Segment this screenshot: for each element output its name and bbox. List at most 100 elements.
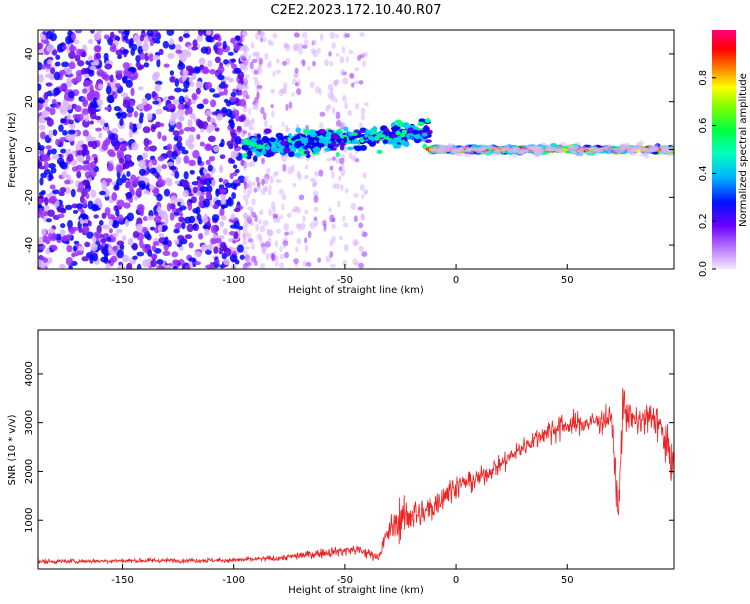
spectrogram-cell	[436, 148, 443, 153]
spectrogram-cell	[192, 66, 201, 74]
spectrogram-cell	[188, 215, 196, 224]
spectrogram-cell	[400, 132, 406, 138]
spectrogram-cell	[274, 240, 279, 248]
spectrogram-cell	[38, 198, 43, 205]
spectrogram-cell	[169, 117, 176, 126]
spectrogram-cell	[151, 244, 157, 252]
spectrogram-cell	[49, 184, 56, 190]
spectrogram-cell	[638, 140, 645, 145]
spectrogram-cell	[264, 53, 269, 61]
spectrogram-cell	[314, 219, 319, 228]
spectrogram-cell	[133, 195, 138, 201]
spectrogram-cell	[189, 169, 195, 175]
spectrogram-cell	[282, 60, 287, 66]
spectrogram-cell	[430, 149, 437, 154]
spectrogram-cell	[46, 44, 54, 53]
spectrogram-cell	[82, 129, 89, 137]
spectrogram-cell	[138, 159, 146, 169]
spectrogram-cell	[318, 122, 324, 129]
spectrogram-cell	[144, 103, 153, 111]
spectrogram-cell	[153, 188, 160, 194]
spectrogram-cell	[119, 143, 127, 152]
spectrogram-cell	[126, 171, 131, 177]
spectrogram-cell	[339, 145, 345, 151]
spectrogram-cell	[44, 73, 53, 79]
spectrogram-cell	[248, 144, 253, 149]
spectrogram-cell	[296, 142, 303, 147]
spectrogram-cell	[353, 215, 358, 223]
spectrogram-cell	[338, 157, 345, 165]
spectrogram-cell	[283, 147, 291, 154]
spectrogram-cell	[329, 214, 335, 223]
spectrogram-cell	[169, 212, 175, 221]
spectrogram-cell	[106, 94, 115, 104]
spectrogram-cell	[265, 144, 271, 151]
spectrogram-cell	[154, 80, 163, 86]
spectrogram-cell	[335, 52, 340, 57]
spectrogram-cell	[339, 56, 345, 64]
spectrogram-cell	[254, 69, 259, 75]
spectrogram-cell	[284, 251, 289, 259]
spectrogram-cell	[637, 146, 644, 151]
spectrogram-cell	[304, 150, 311, 155]
spectrogram-cell	[41, 64, 46, 70]
spectrogram-cell	[242, 130, 248, 135]
spectrogram-cell	[174, 170, 180, 179]
spectrogram-cell	[278, 214, 284, 219]
spectrogram-cell	[188, 242, 194, 249]
spectrogram-cell	[345, 188, 349, 194]
spectrogram-cell	[167, 95, 175, 101]
spectrogram-cell	[537, 149, 544, 154]
spectrogram-cell	[99, 119, 106, 126]
spectrogram-cell	[309, 131, 317, 138]
spectrogram-panel: -150 -100 -50 0 50 -40 -20 0 20 40 Height of str…	[7, 29, 675, 296]
snr-x-tick-label: -100	[222, 575, 245, 586]
spectrogram-cell	[493, 150, 500, 155]
spectrogram-cell	[294, 32, 301, 38]
spectrogram-cell	[359, 129, 366, 134]
spectrogram-cell	[248, 179, 252, 187]
spectrogram-cell	[163, 188, 171, 197]
spectrogram-cell	[157, 131, 162, 140]
spectrogram-cell	[38, 191, 44, 197]
spectrogram-cell	[161, 135, 167, 142]
spectrogram-cell	[244, 74, 250, 79]
spectrogram-cell	[121, 254, 130, 263]
spectrogram-cell	[166, 103, 175, 110]
spectrogram-cell	[179, 205, 187, 211]
spectrogram-cell	[354, 149, 358, 155]
spectrogram-cell	[217, 48, 224, 56]
spectrogram-cell	[77, 150, 83, 156]
spectrogram-cell	[175, 222, 182, 230]
snr-series-line	[38, 387, 674, 565]
spectrogram-cell	[209, 88, 216, 93]
spectrogram-cell	[101, 212, 107, 219]
spectrogram-cell	[126, 262, 133, 269]
spectrogram-cell	[279, 253, 285, 260]
spectrogram-cell	[77, 60, 85, 67]
spectrogram-cell	[358, 122, 364, 129]
spectrogram-cell	[557, 144, 564, 149]
spectrogram-cell	[187, 106, 193, 115]
spectrogram-cell	[162, 250, 171, 257]
colorbar: 0.0 0.2 0.4 0.6 0.8 Normalized spectral ampl…	[698, 30, 749, 277]
spectrogram-cell	[647, 146, 654, 151]
spectrogram-cell	[293, 205, 299, 212]
spectrogram-cell	[223, 258, 231, 266]
spectrogram-cell	[48, 172, 54, 181]
spectrogram-cell	[169, 38, 174, 46]
spectrogram-cell	[337, 200, 341, 208]
spectrogram-cell	[355, 102, 360, 110]
spectrogram-cell	[301, 137, 309, 145]
spectrogram-cell	[316, 143, 325, 148]
spectrogram-cell	[139, 239, 144, 249]
spectrogram-cell	[283, 222, 290, 231]
spectrogram-cell	[38, 124, 46, 131]
spectrogram-cell	[113, 105, 121, 112]
spectrogram-cell	[38, 207, 43, 215]
spectrogram-cell	[202, 98, 209, 105]
spectrogram-cell	[176, 109, 185, 116]
spectrogram-cell	[205, 191, 212, 200]
spectrogram-cell	[166, 202, 172, 212]
spectrogram-cell	[183, 33, 190, 38]
